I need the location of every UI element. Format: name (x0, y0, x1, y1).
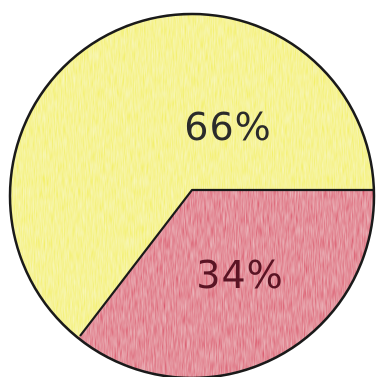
slice-divider (79, 188, 374, 337)
pie-slice-34 (10, 190, 374, 377)
slice-label-34: 34% (196, 253, 283, 297)
slice-label-66: 66% (184, 105, 271, 149)
pie-outline (8, 12, 376, 377)
